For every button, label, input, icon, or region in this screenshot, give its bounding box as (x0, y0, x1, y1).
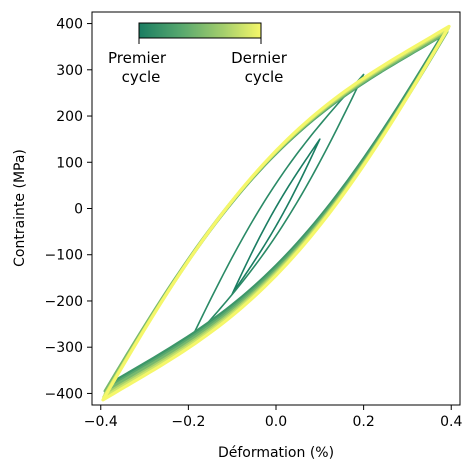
colorbar (138, 22, 262, 39)
y-tick-label: −400 (45, 386, 83, 402)
colorbar-start-label-line2: cycle (122, 68, 161, 86)
y-tick-label: 0 (74, 202, 83, 218)
y-axis-ticks: −400 −300 −200 −100 0 100 200 300 400 (45, 17, 92, 402)
colorbar-legend: Premier cycle Dernier cycle (108, 22, 288, 86)
y-axis-label: Contrainte (MPa) (12, 149, 28, 267)
colorbar-start-label-line1: Premier (108, 49, 167, 67)
y-tick-label: −300 (45, 340, 83, 356)
x-tick-label: 0.2 (352, 414, 374, 430)
cycle-loops (101, 24, 451, 402)
y-tick-label: −200 (45, 294, 83, 310)
y-tick-label: 400 (56, 17, 83, 33)
x-tick-label: −0.4 (84, 414, 118, 430)
y-tick-label: 300 (56, 63, 83, 79)
cycle-loop-2 (187, 73, 365, 346)
y-tick-label: 100 (56, 155, 83, 171)
cycle-loop-8 (101, 24, 451, 402)
cycle-loop-4 (105, 32, 447, 390)
y-tick-label: 200 (56, 109, 83, 125)
cycle-loop-3 (107, 33, 445, 386)
x-tick-label: 0.0 (265, 414, 287, 430)
y-tick-label: −100 (45, 248, 83, 264)
x-axis-ticks: −0.4 −0.2 0.0 0.2 0.4 (84, 405, 462, 430)
x-tick-label: 0.4 (440, 414, 462, 430)
colorbar-end-label-line1: Dernier (231, 49, 288, 67)
colorbar-end-label-line2: cycle (245, 68, 284, 86)
x-tick-label: −0.2 (171, 414, 205, 430)
x-axis-label: Déformation (%) (218, 445, 334, 461)
